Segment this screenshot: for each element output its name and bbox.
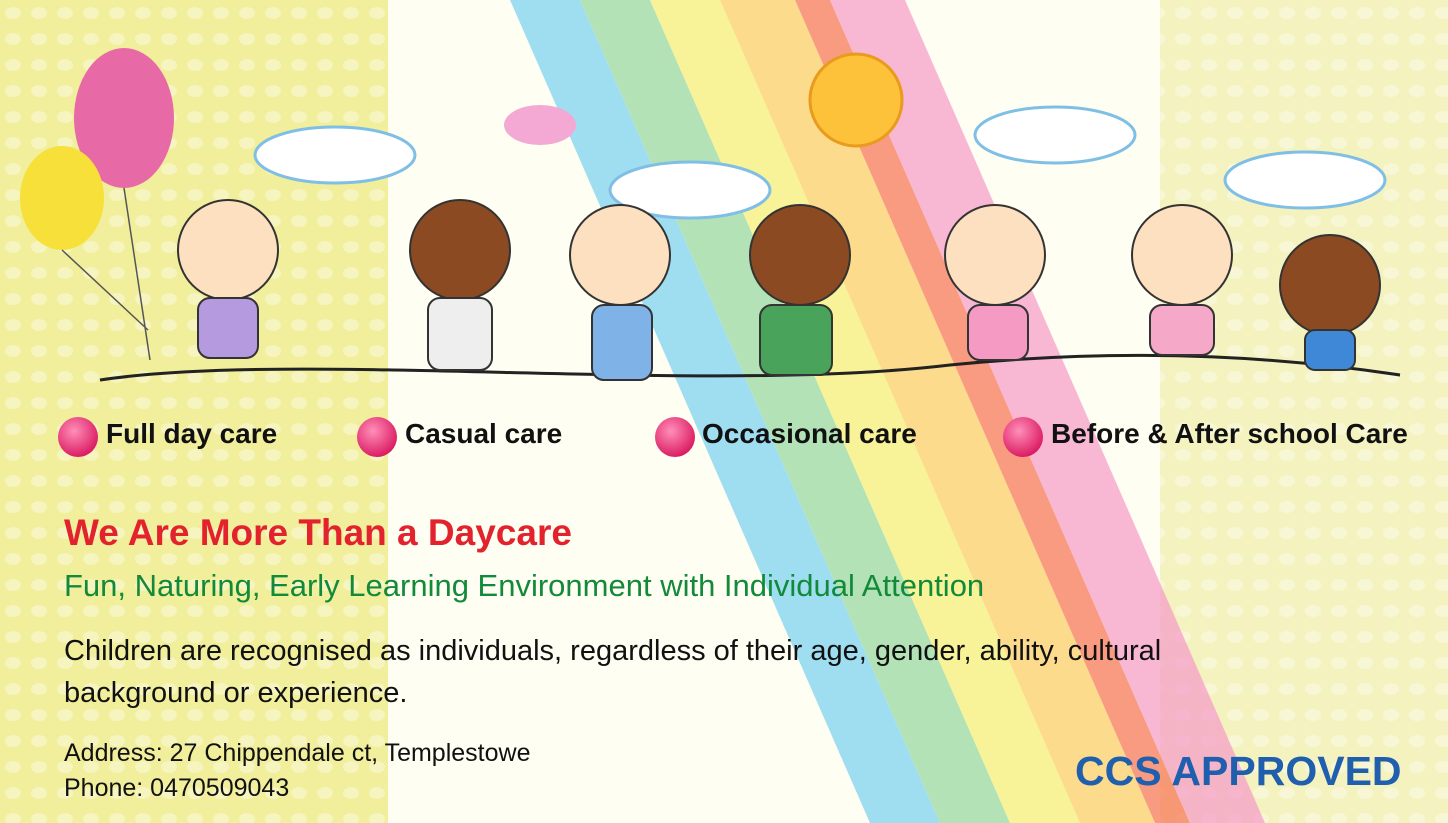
description: Children are recognised as individuals, … — [64, 630, 1234, 714]
service: Full day care — [106, 418, 277, 450]
subheadline: Fun, Naturing, Early Learning Environmen… — [64, 568, 984, 604]
service: Before & After school Care — [1051, 418, 1408, 450]
service: Occasional care — [702, 418, 917, 450]
phone: Phone: 0470509043 — [64, 774, 289, 803]
headline: We Are More Than a Daycare — [64, 512, 572, 554]
flyer: Full day care Casual care Occasional car… — [0, 0, 1448, 823]
badge: CCS APPROVED — [1075, 748, 1402, 795]
service: Casual care — [405, 418, 562, 450]
address: Address: 27 Chippendale ct, Templestowe — [64, 739, 530, 768]
